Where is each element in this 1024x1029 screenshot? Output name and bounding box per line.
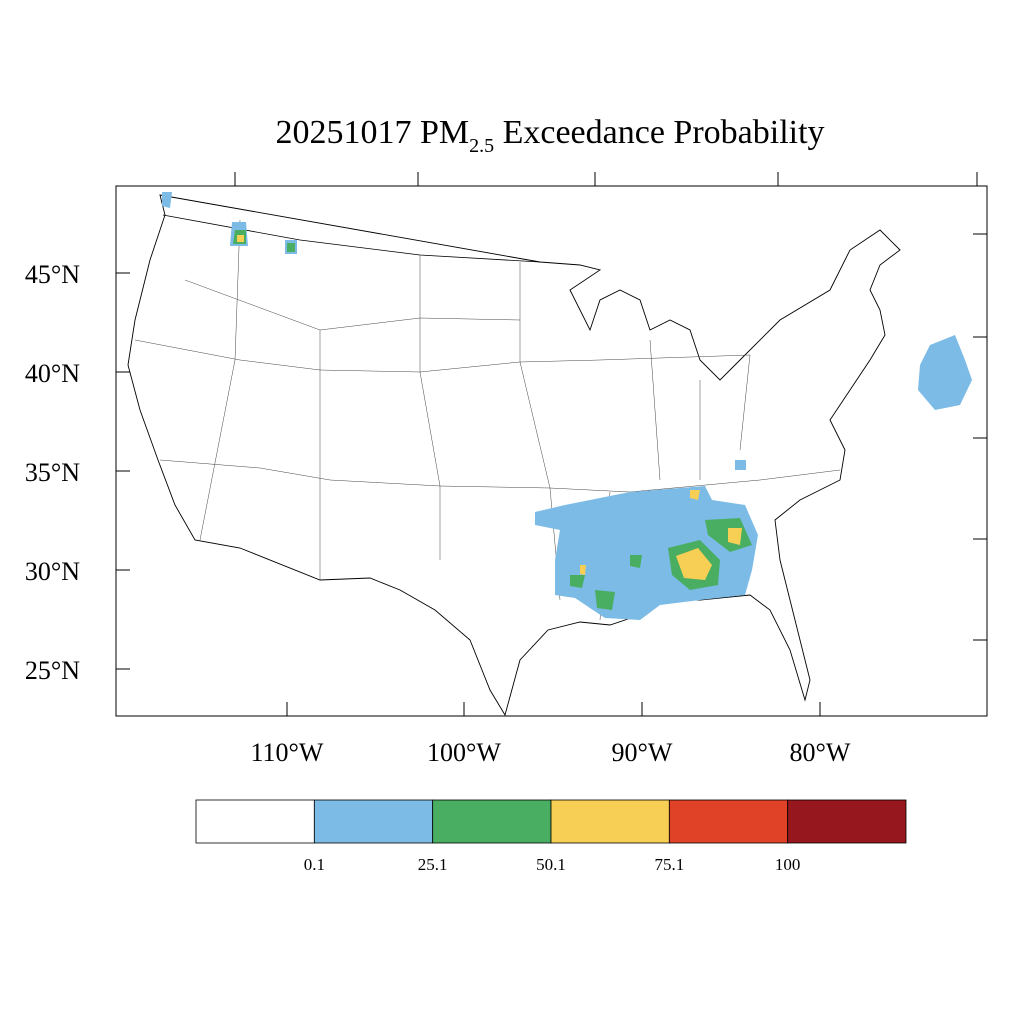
lon-label: 100°W [427, 738, 501, 767]
colorbar-box [550, 799, 670, 844]
title-suffix: Exceedance Probability [494, 114, 824, 151]
map-content [127, 192, 972, 716]
idaho-yellow [237, 235, 244, 242]
colorbar-box [313, 799, 434, 844]
map [115, 172, 988, 717]
colorbar-label: 25.1 [418, 855, 448, 874]
colorbar-label: 100 [775, 855, 801, 874]
colorbar-box [195, 799, 315, 844]
ocean-area [918, 335, 972, 410]
title-subscript: 2.5 [469, 135, 494, 157]
area-0-25 [535, 486, 758, 620]
lat-label: 45°N [25, 260, 80, 289]
lat-label: 40°N [25, 359, 80, 388]
axis-labels: 45°N 40°N 35°N 30°N 25°N 110°W 100°W 90°W 80°W [25, 260, 851, 767]
colorbar-box [668, 799, 789, 844]
map-frame [115, 185, 988, 717]
idaho-area [162, 192, 746, 470]
colorbar-label: 75.1 [654, 855, 684, 874]
lat-label: 35°N [25, 458, 80, 487]
colorbar-box [432, 799, 552, 844]
colorbar-label: 0.1 [304, 855, 325, 874]
lon-label: 110°W [251, 738, 324, 767]
lon-label: 90°W [612, 738, 673, 767]
lat-label: 30°N [25, 557, 80, 586]
area-25-50 [570, 518, 752, 610]
colorbar: 0.1 25.1 50.1 75.1 100 [195, 799, 907, 874]
title-text: 20251017 PM [275, 114, 469, 151]
us-outline [127, 194, 901, 716]
canada-border [162, 214, 541, 263]
area-50-75 [580, 490, 742, 580]
title: 20251017 PM2.5 Exceedance Probability [275, 114, 824, 157]
lat-label: 25°N [25, 656, 80, 685]
colorbar-label: 50.1 [536, 855, 566, 874]
map-ticks [116, 172, 987, 716]
state-lines [134, 219, 841, 621]
colorbar-box [787, 799, 907, 844]
lon-label: 80°W [790, 738, 851, 767]
idaho-green [233, 230, 295, 252]
probability-areas [162, 192, 972, 620]
